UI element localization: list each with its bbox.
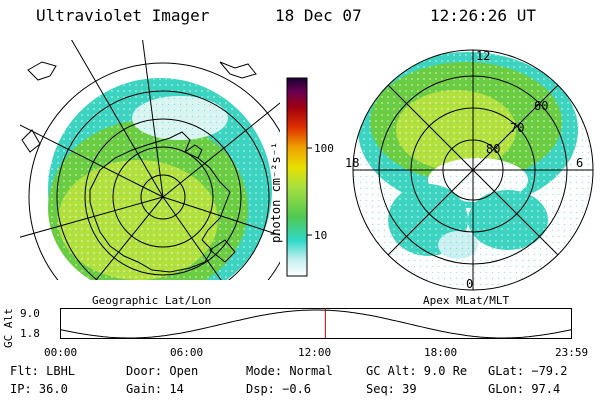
dsp-info: Dsp: −0.6 (246, 382, 312, 396)
colorbar-tick-100: 100 (314, 142, 334, 155)
colorbar-tick-10: 10 (314, 229, 327, 242)
mlt-label-0: 0 (466, 277, 473, 291)
mlt-label-12: 12 (476, 49, 490, 63)
header-date: 18 Dec 07 (275, 6, 362, 25)
glat-info: GLat: −79.2 (488, 364, 568, 378)
geographic-map (20, 40, 280, 280)
colorbar-gradient (286, 77, 308, 277)
altitude-plot-frame (60, 308, 572, 339)
gain-info: Gain: 14 (126, 382, 184, 396)
apex-map: 12 18 6 0 60 70 80 (345, 49, 594, 291)
mode-info: Mode: Normal (246, 364, 333, 378)
altitude-plot (59, 308, 573, 339)
orbit-altitude-curve (59, 309, 573, 339)
gc-alt-info: GC Alt: 9.0 Re (366, 364, 468, 378)
time-tick-0: 00:00 (44, 346, 78, 359)
seq-info: Seq: 39 (366, 382, 417, 396)
mlat-label-60: 60 (534, 99, 548, 113)
header-time: 12:26:26 UT (430, 6, 536, 25)
door-info: Door: Open (126, 364, 199, 378)
filter-info: Flt: LBHL (10, 364, 76, 378)
mlat-label-80: 80 (486, 142, 500, 156)
ip-info: IP: 36.0 (10, 382, 68, 396)
alt-ylabel: GC Alt (2, 308, 15, 348)
time-tick-2: 12:00 (298, 346, 332, 359)
mlt-label-6: 6 (576, 156, 583, 170)
mlat-label-70: 70 (510, 121, 524, 135)
glon-info: GLon: 97.4 (488, 382, 561, 396)
time-tick-1: 06:00 (170, 346, 204, 359)
alt-ytick-min: 1.8 (20, 327, 40, 340)
colorbar: 100 10 photon cm⁻²s⁻¹ (269, 77, 334, 277)
alt-ytick-max: 9.0 (20, 307, 40, 320)
geographic-caption: Geographic Lat/Lon (92, 294, 212, 307)
mlt-label-18: 18 (345, 156, 359, 170)
coastline (89, 131, 231, 273)
apex-caption: Apex MLat/MLT (423, 294, 510, 307)
app-title: Ultraviolet Imager (36, 6, 210, 25)
colorbar-unit-label: photon cm⁻²s⁻¹ (269, 142, 283, 243)
time-tick-3: 18:00 (424, 346, 458, 359)
time-tick-4: 23:59 (555, 346, 589, 359)
